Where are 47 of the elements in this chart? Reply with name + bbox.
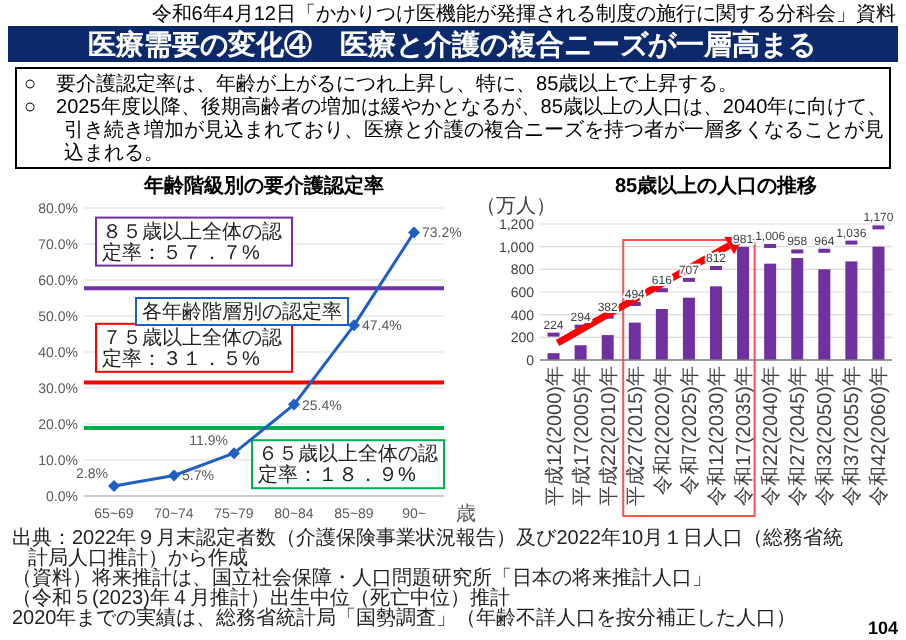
y-axis-title: （万人） [476, 196, 556, 218]
bar [710, 286, 722, 360]
x-tick-label: 令和2(2020)年 [650, 366, 675, 495]
x-tick-label: 令和37(2055)年 [840, 366, 865, 507]
text: 令和6年4月12日「かかりつけ医機能が発揮される制度の施行に関する分科会」資料 [151, 2, 896, 26]
chart-title: 年齢階級別の要介護認定率 [142, 174, 384, 198]
text: 医療需要の変化④ 医療と介護の複合ニーズが一層高まる [88, 28, 816, 60]
bar [655, 309, 668, 360]
x-axis-title: 歳 [456, 502, 476, 526]
source-note: 出典：2022年９月末認定者数（介護保険事業状況報告）及び2022年10月１日人口（総務省統計局人口推計）から作成 [12, 526, 844, 570]
bar [764, 263, 777, 360]
point [348, 319, 360, 332]
text: 104 [867, 618, 898, 638]
bar [845, 261, 858, 360]
text: ○ 要介護認定率は、年齢が上がるにつれ上昇し、特に、85歳以上で上昇する。 [24, 72, 739, 96]
point [288, 398, 300, 411]
text: （資料）将来推計は、国立社会保障・人口問題研究所「日本の将来推計人口」 [12, 566, 712, 590]
bar [682, 297, 695, 360]
ref-line-label: ８５歳以上全体の認定率：５７．７% [102, 219, 282, 265]
bar [628, 322, 641, 360]
ref-line-label: ６５歳以上全体の認定率：１８．９% [258, 442, 438, 488]
chart-title: 85歳以上の人口の推移 [614, 174, 818, 198]
x-tick-label: 令和27(2045)年 [786, 366, 811, 507]
text: （令和５(2023)年４月推計）出生中位（死亡中位）推計 [12, 586, 510, 610]
x-tick-label: 平成17(2005)年 [569, 366, 594, 507]
x-tick-label: 令和17(2035)年 [732, 366, 757, 507]
x-tick-label: 令和22(2040)年 [759, 366, 784, 507]
point [168, 469, 180, 482]
x-tick-label: 平成22(2010)年 [596, 366, 621, 507]
bar [872, 246, 885, 360]
text: ○ 2025年度以降、後期高齢者の増加は緩やかとなるが、85歳以上の人口は、2040年に向けて、引き続き増加が見込まれており、医療と介護の複合ニーズを持つ者が一層多くなることが見込まれる。 [24, 95, 888, 165]
series-label: 各年齢階層別の認定率 [142, 300, 342, 324]
text: 2020年までの実績は、総務省統計局「国勢調査」（年齢不詳人口を按分補正した人口） [12, 606, 797, 630]
x-tick-label: 令和42(2060)年 [867, 366, 892, 507]
x-tick-label: 令和32(2050)年 [813, 366, 838, 507]
x-tick-label: 平成12(2000)年 [542, 366, 567, 507]
bar [818, 269, 831, 360]
x-tick-label: 令和7(2025)年 [677, 366, 702, 495]
bar [791, 258, 804, 360]
x-tick-label: 令和12(2030)年 [705, 366, 729, 507]
point [408, 226, 420, 239]
point [108, 479, 120, 492]
ref-line-label: ７５歳以上全体の認定率：３１．５% [102, 325, 282, 371]
x-tick-label: 平成27(2015)年 [623, 366, 648, 507]
bar [574, 345, 587, 360]
point [228, 447, 240, 460]
bar [601, 335, 614, 360]
